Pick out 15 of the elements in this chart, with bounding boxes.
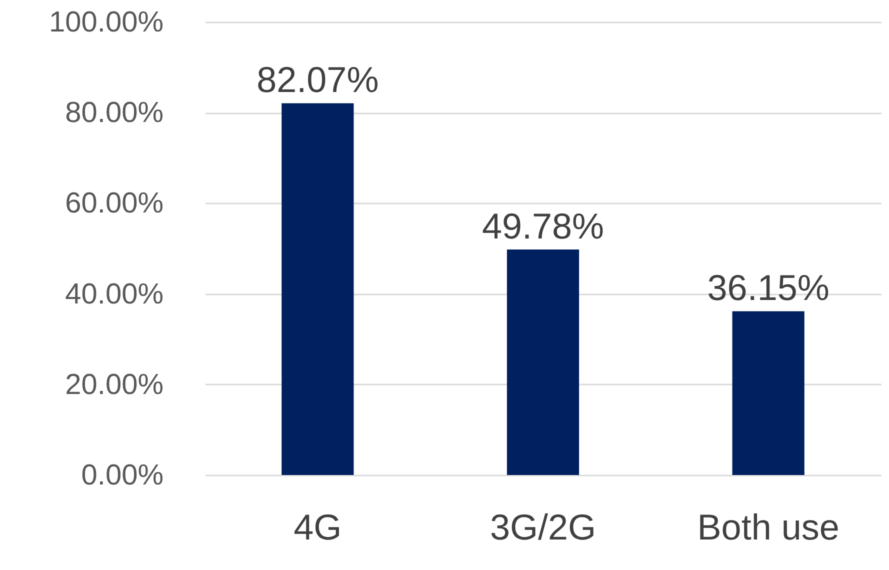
y-tick-label: 0.00% [81, 460, 164, 492]
data-label: 36.15% [707, 267, 830, 308]
x-tick-label: Both use [697, 506, 840, 548]
y-tick-label: 100.00% [49, 6, 164, 38]
x-tick-label: 3G/2G [490, 506, 596, 548]
bar [506, 249, 580, 475]
bar [282, 103, 354, 475]
data-label: 82.07% [256, 59, 379, 100]
y-tick-label: 40.00% [65, 278, 164, 310]
data-label: 49.78% [482, 205, 604, 246]
y-tick-label: 20.00% [65, 368, 164, 401]
y-tick-label: 60.00% [65, 188, 164, 220]
y-tick-label: 80.00% [65, 97, 164, 130]
x-tick-label: 4G [294, 506, 342, 548]
bar [732, 311, 804, 475]
